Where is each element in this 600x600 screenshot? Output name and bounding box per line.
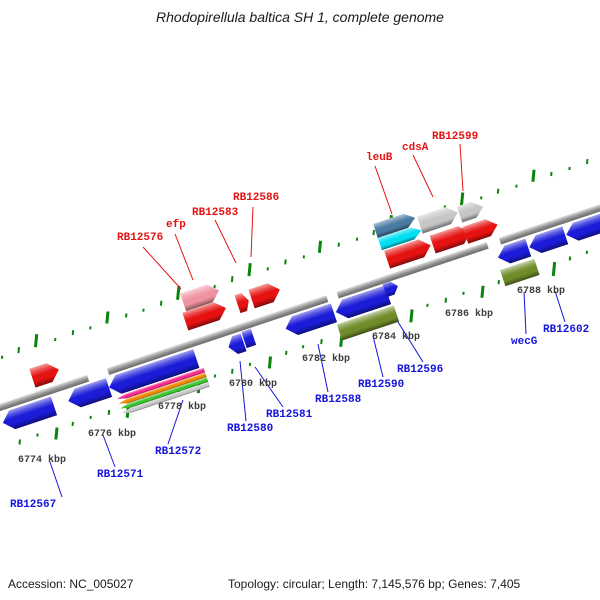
scale-tick-upper <box>71 330 74 336</box>
scale-label-6774: 6774 kbp <box>18 455 67 466</box>
leader-line <box>214 219 237 264</box>
gene-label-RB12581[interactable]: RB12581 <box>266 409 313 421</box>
gene-rb12583[interactable] <box>234 291 251 313</box>
scale-tick-upper <box>372 229 376 236</box>
leader-line <box>174 233 194 281</box>
leader-line <box>459 143 464 192</box>
gene-label-RB12586[interactable]: RB12586 <box>233 192 280 204</box>
scale-tick-lower <box>320 339 323 345</box>
gene-label-RB12567[interactable]: RB12567 <box>10 499 57 511</box>
scale-tick-lower <box>586 250 589 254</box>
gene-rb12586[interactable] <box>248 280 283 308</box>
gene-label-RB12588[interactable]: RB12588 <box>315 394 362 406</box>
scale-tick-upper <box>479 196 483 200</box>
scale-tick-lower <box>54 427 59 440</box>
gene-label-efp[interactable]: efp <box>166 219 186 231</box>
scale-label-6780: 6780 kbp <box>229 379 278 390</box>
scale-tick-upper <box>266 267 270 271</box>
scale-tick-upper <box>355 237 358 241</box>
scale-tick-lower <box>213 374 216 378</box>
scale-tick-upper <box>497 188 500 194</box>
gene-label-RB12571[interactable]: RB12571 <box>97 469 144 481</box>
scale-tick-upper <box>17 346 21 354</box>
gene-label-RB12596[interactable]: RB12596 <box>397 364 444 376</box>
scale-tick-lower <box>480 285 485 298</box>
accession-text: Accession: NC_005027 <box>8 577 134 591</box>
scale-tick-lower <box>302 345 305 349</box>
scale-tick-lower <box>461 291 465 296</box>
gene-label-RB12583[interactable]: RB12583 <box>192 207 239 219</box>
scale-tick-upper <box>175 285 181 301</box>
scale-tick-upper <box>550 171 553 176</box>
gene-label-RB12580[interactable]: RB12580 <box>227 423 274 435</box>
scale-tick-upper <box>213 284 216 289</box>
scale-label-6786: 6786 kbp <box>445 309 494 320</box>
leader-line <box>374 165 393 215</box>
page-title: Rhodopirellula baltica SH 1, complete ge… <box>156 9 444 25</box>
leader-line <box>239 360 247 422</box>
scale-tick-upper <box>337 242 340 247</box>
scale-tick-upper <box>159 300 163 306</box>
scale-tick-upper <box>0 355 3 359</box>
scale-tick-upper <box>284 259 287 265</box>
scale-tick-lower <box>497 280 500 285</box>
scale-tick-upper <box>142 308 145 312</box>
scale-tick-upper <box>230 276 234 283</box>
scale-tick-upper <box>105 311 110 324</box>
scale-tick-upper <box>246 263 252 277</box>
scale-tick-lower <box>551 261 557 277</box>
leader-line <box>523 291 527 335</box>
scale-tick-upper <box>515 184 518 188</box>
scale-tick-upper <box>531 169 536 182</box>
genome-track <box>0 159 600 445</box>
gene-label-wecG[interactable]: wecG <box>511 336 538 348</box>
scale-tick-upper <box>318 240 323 253</box>
scale-tick-upper <box>585 159 589 165</box>
scale-tick-lower <box>444 297 447 303</box>
scale-tick-lower <box>36 433 39 437</box>
gene-label-RB12576[interactable]: RB12576 <box>117 232 164 244</box>
scale-label-6784: 6784 kbp <box>372 332 421 343</box>
topology-text: Topology: circular; Length: 7,145,576 bp… <box>228 577 521 591</box>
leader-line <box>412 154 434 198</box>
scale-tick-lower <box>89 415 92 420</box>
scale-tick-lower <box>284 350 287 356</box>
scale-label-6782: 6782 kbp <box>302 354 351 365</box>
scale-tick-lower <box>409 309 414 323</box>
scale-tick-upper <box>124 313 128 318</box>
scale-label-6788: 6788 kbp <box>517 286 566 297</box>
scale-tick-lower <box>18 439 21 445</box>
gene-label-leuB[interactable]: leuB <box>366 152 393 164</box>
scale-tick-upper <box>53 338 57 342</box>
scale-tick-lower <box>71 421 75 426</box>
scale-tick-upper <box>459 192 465 206</box>
scale-tick-lower <box>248 362 252 366</box>
gene-wecg[interactable] <box>500 258 540 287</box>
gene-label-RB12572[interactable]: RB12572 <box>155 446 202 458</box>
scale-tick-lower <box>107 409 110 416</box>
gene-label-RB12590[interactable]: RB12590 <box>358 379 405 391</box>
scale-tick-upper <box>89 326 92 330</box>
scale-tick-lower <box>267 356 272 369</box>
scale-tick-lower <box>231 368 234 374</box>
scale-tick-upper <box>568 166 571 171</box>
leader-line <box>250 206 254 258</box>
leader-line <box>142 246 182 290</box>
scale-tick-lower <box>568 256 571 261</box>
status-bar: Accession: NC_005027 Topology: circular;… <box>0 575 600 595</box>
leader-line <box>317 343 329 393</box>
scale-tick-lower <box>426 303 429 307</box>
scale-tick-upper <box>34 334 39 348</box>
scale-tick-upper <box>302 255 305 259</box>
scale-label-6778: 6778 kbp <box>158 402 207 413</box>
leader-line <box>49 461 63 498</box>
gene-label-RB12602[interactable]: RB12602 <box>543 324 590 336</box>
scale-label-6776: 6776 kbp <box>88 429 137 440</box>
gene-label-cdsA[interactable]: cdsA <box>402 142 429 154</box>
gene-label-RB12599[interactable]: RB12599 <box>432 131 479 143</box>
